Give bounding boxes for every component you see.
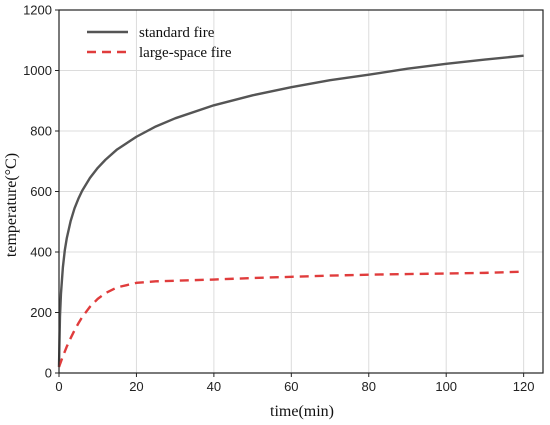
x-axis-ticks: 0 20 40 60 80 100 120 — [55, 373, 534, 394]
x-tick-label: 80 — [362, 379, 376, 394]
y-axis-ticks: 0 200 400 600 800 1000 1200 — [23, 3, 59, 381]
x-tick-label: 120 — [513, 379, 535, 394]
grid — [58, 9, 543, 374]
series-layer — [57, 54, 524, 368]
series-line-large-space-fire — [57, 270, 524, 368]
y-tick-label: 1200 — [23, 3, 52, 18]
legend-label-standard-fire: standard fire — [139, 25, 215, 41]
y-tick-label: 400 — [30, 245, 52, 260]
x-axis-label: time(min) — [270, 403, 334, 420]
x-tick-label: 0 — [55, 379, 62, 394]
y-axis-label: temperature(°C) — [3, 153, 20, 257]
y-tick-label: 200 — [30, 305, 52, 320]
x-tick-label: 20 — [129, 379, 143, 394]
x-tick-label: 40 — [207, 379, 221, 394]
series-line-standard-fire — [57, 54, 524, 367]
y-tick-label: 600 — [30, 184, 52, 199]
x-tick-label: 100 — [435, 379, 457, 394]
y-tick-label: 800 — [30, 124, 52, 139]
y-tick-label: 1000 — [23, 63, 52, 78]
y-tick-label: 0 — [45, 366, 52, 381]
x-tick-label: 60 — [284, 379, 298, 394]
legend: standard fire large-space fire — [87, 25, 232, 61]
legend-label-large-space-fire: large-space fire — [139, 45, 232, 61]
